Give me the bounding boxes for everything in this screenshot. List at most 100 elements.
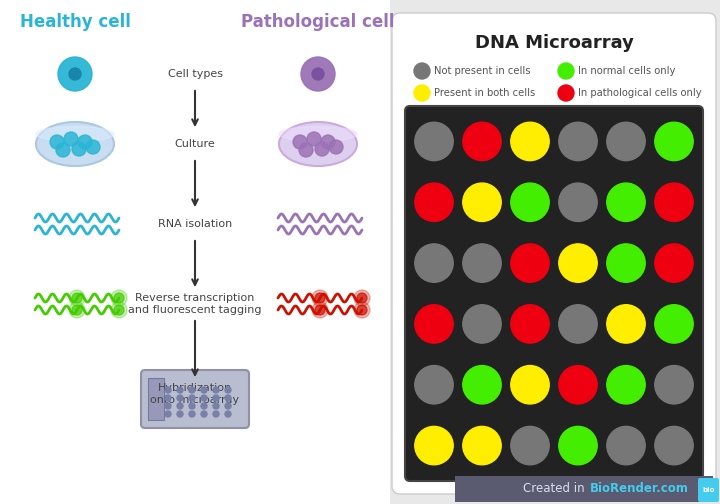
- Circle shape: [177, 395, 183, 401]
- FancyBboxPatch shape: [148, 378, 164, 420]
- Circle shape: [607, 122, 645, 161]
- Circle shape: [299, 143, 313, 157]
- Circle shape: [654, 365, 693, 404]
- Text: In pathological cells only: In pathological cells only: [578, 88, 701, 98]
- Circle shape: [165, 411, 171, 417]
- Circle shape: [50, 135, 64, 149]
- Circle shape: [654, 183, 693, 221]
- Circle shape: [213, 403, 219, 409]
- Circle shape: [72, 305, 82, 315]
- Circle shape: [607, 365, 645, 404]
- Circle shape: [558, 63, 574, 79]
- Text: Culture: Culture: [175, 139, 215, 149]
- Circle shape: [307, 132, 321, 146]
- Circle shape: [414, 85, 430, 101]
- Circle shape: [510, 426, 549, 465]
- Text: bio: bio: [702, 487, 715, 493]
- Circle shape: [312, 290, 328, 306]
- Circle shape: [312, 302, 328, 318]
- Circle shape: [559, 183, 597, 221]
- FancyBboxPatch shape: [455, 476, 713, 502]
- Circle shape: [225, 387, 231, 393]
- Circle shape: [72, 142, 86, 156]
- Circle shape: [559, 426, 597, 465]
- Ellipse shape: [36, 122, 114, 166]
- Circle shape: [463, 122, 501, 161]
- Circle shape: [414, 63, 430, 79]
- Text: Not present in cells: Not present in cells: [434, 66, 531, 76]
- Circle shape: [559, 305, 597, 343]
- Circle shape: [463, 244, 501, 282]
- Text: Healthy cell: Healthy cell: [19, 13, 130, 31]
- Circle shape: [111, 302, 127, 318]
- Circle shape: [165, 395, 171, 401]
- Text: DNA Microarray: DNA Microarray: [474, 34, 634, 52]
- Circle shape: [463, 305, 501, 343]
- Circle shape: [463, 183, 501, 221]
- Circle shape: [607, 426, 645, 465]
- Circle shape: [312, 68, 324, 80]
- Circle shape: [213, 411, 219, 417]
- Circle shape: [225, 403, 231, 409]
- Circle shape: [201, 403, 207, 409]
- Text: RNA isolation: RNA isolation: [158, 219, 232, 229]
- Circle shape: [510, 122, 549, 161]
- Circle shape: [72, 293, 82, 303]
- Circle shape: [114, 305, 124, 315]
- Circle shape: [165, 387, 171, 393]
- Circle shape: [415, 244, 453, 282]
- FancyBboxPatch shape: [141, 370, 249, 428]
- Circle shape: [654, 305, 693, 343]
- Circle shape: [321, 135, 335, 149]
- Circle shape: [558, 85, 574, 101]
- Circle shape: [189, 403, 195, 409]
- Circle shape: [111, 290, 127, 306]
- Circle shape: [189, 395, 195, 401]
- Text: BioRender.com: BioRender.com: [590, 482, 689, 495]
- Circle shape: [415, 183, 453, 221]
- Ellipse shape: [279, 122, 357, 166]
- Circle shape: [357, 305, 367, 315]
- Circle shape: [559, 244, 597, 282]
- Text: Present in both cells: Present in both cells: [434, 88, 535, 98]
- Circle shape: [64, 132, 78, 146]
- Circle shape: [165, 403, 171, 409]
- Circle shape: [329, 140, 343, 154]
- Circle shape: [463, 365, 501, 404]
- Circle shape: [510, 365, 549, 404]
- Text: In normal cells only: In normal cells only: [578, 66, 675, 76]
- Circle shape: [189, 387, 195, 393]
- Circle shape: [510, 244, 549, 282]
- Circle shape: [654, 426, 693, 465]
- Circle shape: [510, 305, 549, 343]
- Circle shape: [177, 403, 183, 409]
- Ellipse shape: [36, 127, 114, 142]
- Circle shape: [213, 395, 219, 401]
- Circle shape: [201, 395, 207, 401]
- FancyBboxPatch shape: [0, 0, 390, 504]
- Circle shape: [559, 122, 597, 161]
- Circle shape: [201, 411, 207, 417]
- Circle shape: [225, 395, 231, 401]
- Circle shape: [177, 387, 183, 393]
- Circle shape: [354, 290, 370, 306]
- Circle shape: [315, 142, 329, 156]
- Circle shape: [654, 122, 693, 161]
- Circle shape: [559, 365, 597, 404]
- Text: Cell types: Cell types: [168, 69, 222, 79]
- Circle shape: [213, 387, 219, 393]
- Circle shape: [510, 183, 549, 221]
- Circle shape: [58, 57, 92, 91]
- Circle shape: [225, 411, 231, 417]
- Circle shape: [607, 244, 645, 282]
- Circle shape: [654, 244, 693, 282]
- Circle shape: [607, 305, 645, 343]
- Circle shape: [301, 57, 335, 91]
- Ellipse shape: [279, 127, 357, 142]
- Circle shape: [189, 411, 195, 417]
- Text: Reverse transcription
and fluorescent tagging: Reverse transcription and fluorescent ta…: [128, 293, 262, 315]
- Circle shape: [56, 143, 70, 157]
- Circle shape: [78, 135, 92, 149]
- Text: Created in: Created in: [523, 482, 588, 495]
- Circle shape: [69, 302, 85, 318]
